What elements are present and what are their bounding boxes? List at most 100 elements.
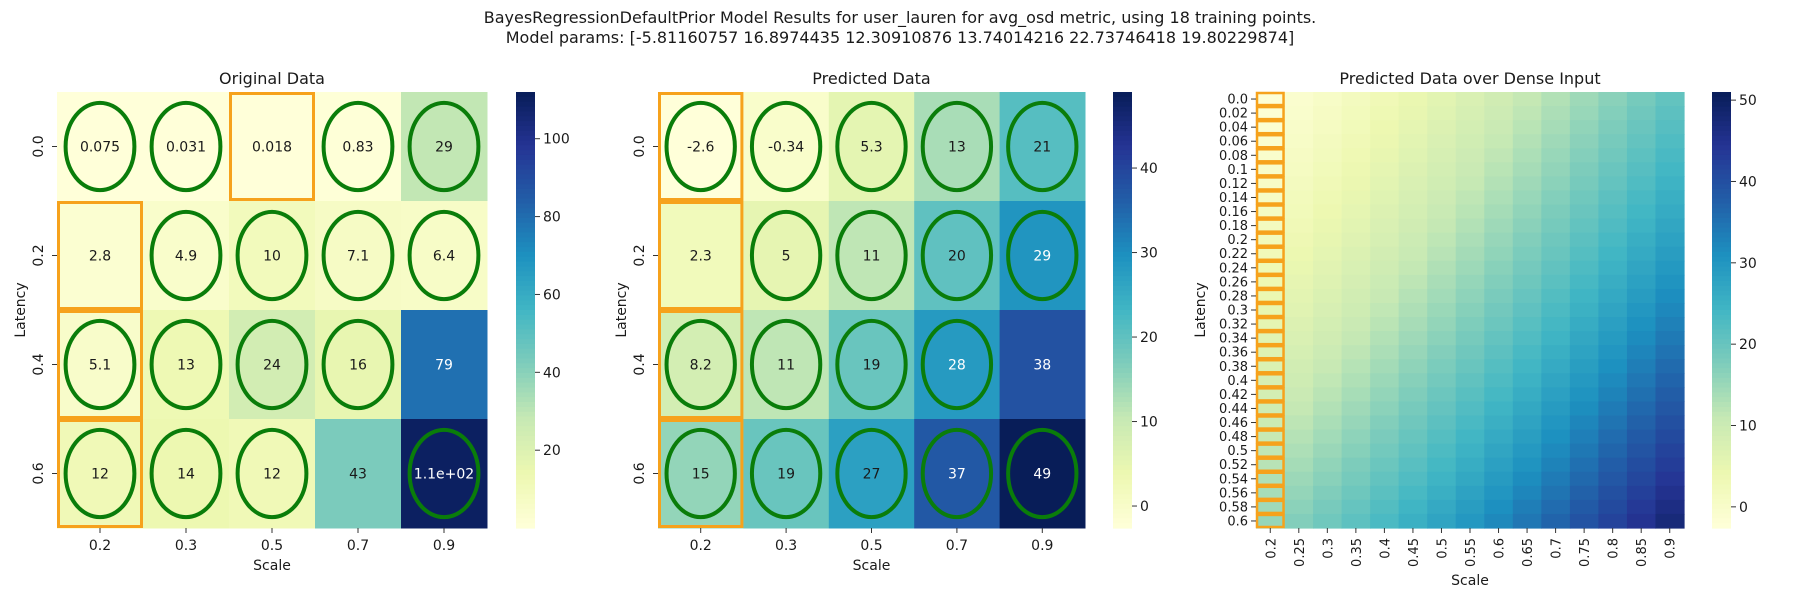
heatmap-cell bbox=[1569, 373, 1599, 388]
cell-value-label: 16 bbox=[349, 358, 367, 374]
heatmap-cell bbox=[1626, 148, 1657, 163]
heatmap-cell bbox=[1541, 274, 1571, 290]
training-point-ellipse bbox=[149, 209, 223, 302]
y-axis-label: Latency bbox=[13, 282, 29, 337]
heatmap-cell bbox=[1655, 288, 1685, 304]
colorbar-segment bbox=[1712, 426, 1731, 432]
heatmap-cell bbox=[1626, 302, 1657, 318]
heatmap-cell bbox=[1569, 134, 1599, 149]
cell-value-label: 27 bbox=[863, 467, 881, 483]
heatmap-cell bbox=[1569, 218, 1599, 234]
heatmap-cell bbox=[1598, 288, 1628, 304]
heatmap-cell bbox=[1341, 429, 1371, 445]
heatmap-cell bbox=[1598, 345, 1628, 360]
heatmap-cell bbox=[1655, 331, 1685, 346]
x-tick-label: 0.5 bbox=[1435, 538, 1450, 559]
y-axis-label: Latency bbox=[1193, 282, 1209, 337]
heatmap-cell bbox=[1626, 359, 1657, 374]
heatmap-cell bbox=[1256, 274, 1286, 290]
colorbar-segment bbox=[516, 237, 535, 243]
colorbar-segment bbox=[1712, 440, 1731, 447]
colorbar-segment bbox=[1113, 285, 1132, 292]
training-point-ellipse bbox=[149, 318, 223, 411]
heatmap-cell bbox=[1398, 373, 1428, 388]
colorbar-segment bbox=[516, 271, 535, 277]
colorbar-segment bbox=[516, 363, 535, 369]
heatmap-cell bbox=[1427, 218, 1457, 234]
heatmap-cell bbox=[1427, 148, 1457, 163]
colorbar-segment bbox=[1113, 489, 1132, 495]
heatmap-cell bbox=[1655, 274, 1685, 290]
colorbar-segment bbox=[1113, 280, 1132, 287]
colorbar-tick-label: 30 bbox=[1739, 256, 1757, 272]
heatmap-cell bbox=[1256, 471, 1286, 487]
colorbar-segment bbox=[1712, 377, 1731, 384]
colorbar-segment bbox=[516, 256, 535, 263]
heatmap-cell bbox=[1341, 204, 1371, 220]
cell-value-label: 11 bbox=[863, 249, 881, 265]
highlight-box bbox=[1255, 316, 1285, 332]
colorbar-segment bbox=[1712, 339, 1731, 345]
y-tick-label: 0.46 bbox=[1219, 416, 1248, 431]
y-tick-label: 0.44 bbox=[1219, 402, 1248, 417]
heatmap-cell bbox=[1370, 288, 1400, 304]
heatmap-cell bbox=[1313, 190, 1343, 206]
y-tick-label: 0.6 bbox=[632, 462, 648, 484]
cell-value-label: 0.031 bbox=[166, 140, 206, 156]
heatmap-cell bbox=[1256, 499, 1286, 515]
heatmap-cell bbox=[999, 92, 1086, 202]
heatmap-cell bbox=[1313, 246, 1343, 262]
heatmap-cell bbox=[229, 419, 316, 529]
colorbar-segment bbox=[516, 193, 535, 200]
heatmap-cell bbox=[1427, 302, 1457, 318]
colorbar-segment bbox=[516, 406, 535, 413]
colorbar-tick-label: 0 bbox=[1739, 500, 1748, 516]
heatmap-cell bbox=[1256, 288, 1286, 304]
heatmap-cell bbox=[1626, 331, 1657, 346]
x-tick-label: 0.9 bbox=[433, 538, 455, 554]
heatmap-cell bbox=[1455, 190, 1485, 206]
heatmap-cell bbox=[1284, 120, 1314, 135]
heatmap-cell bbox=[1541, 387, 1571, 403]
colorbar-segment bbox=[1712, 411, 1731, 418]
colorbar-segment bbox=[516, 184, 535, 190]
training-point-ellipse bbox=[1006, 209, 1079, 302]
heatmap-cell bbox=[1284, 485, 1314, 501]
colorbar-segment bbox=[516, 450, 535, 456]
y-tick-label: 0.26 bbox=[1219, 275, 1248, 290]
heatmap-cell bbox=[1598, 176, 1628, 192]
heatmap-cell bbox=[1512, 162, 1542, 177]
heatmap-cell bbox=[1313, 260, 1343, 276]
heatmap-cell bbox=[1512, 176, 1542, 192]
colorbar-segment bbox=[1712, 445, 1731, 452]
heatmap-cell bbox=[1541, 317, 1571, 332]
colorbar-segment bbox=[516, 334, 535, 340]
colorbar-segment bbox=[516, 494, 535, 500]
colorbar-segment bbox=[1712, 101, 1731, 108]
highlight-box bbox=[1255, 162, 1285, 177]
heatmap-cell bbox=[1256, 485, 1286, 501]
colorbar-segment bbox=[1712, 324, 1731, 330]
colorbar-segment bbox=[516, 295, 535, 301]
y-tick-label: 0.0 bbox=[632, 135, 648, 157]
colorbar-segment bbox=[1113, 465, 1132, 471]
heatmap-cell bbox=[1284, 499, 1314, 515]
colorbar-segment bbox=[516, 116, 535, 122]
heatmap-cell bbox=[1512, 302, 1542, 318]
cell-value-label: 24 bbox=[263, 358, 281, 374]
training-point-ellipse bbox=[63, 318, 137, 411]
heatmap-cell bbox=[1455, 457, 1485, 473]
heatmap-cell bbox=[1541, 148, 1571, 163]
heatmap-cell bbox=[1655, 120, 1685, 135]
heatmap-cell bbox=[1484, 359, 1514, 374]
colorbar-segment bbox=[1113, 310, 1132, 316]
colorbar-segment bbox=[1113, 188, 1132, 195]
colorbar-segment bbox=[1712, 188, 1731, 195]
highlight-box bbox=[1255, 260, 1285, 276]
colorbar-segment bbox=[1712, 295, 1731, 301]
highlight-box bbox=[1255, 288, 1285, 304]
heatmap-cell bbox=[1626, 274, 1657, 290]
heatmap-cell bbox=[1427, 134, 1457, 149]
heatmap-cell bbox=[1455, 485, 1485, 501]
heatmap-cell bbox=[1655, 106, 1685, 121]
